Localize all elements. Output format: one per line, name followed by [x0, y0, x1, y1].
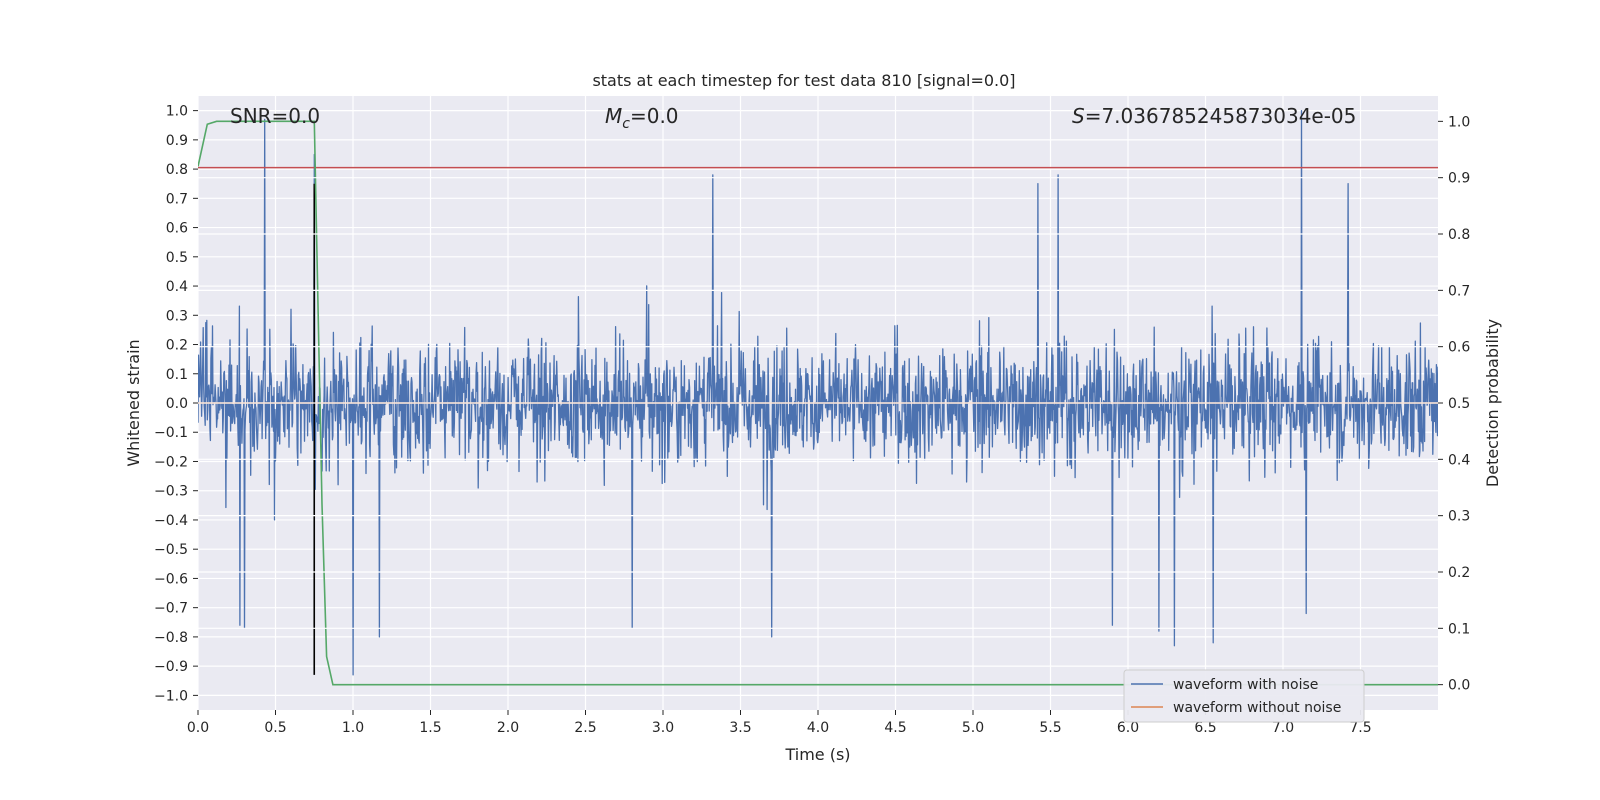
x-tick-label: 1.5 [419, 720, 441, 736]
y2-tick-label: 0.4 [1448, 452, 1470, 468]
annotation-mc: Mc=0.0 [605, 104, 679, 132]
y-tick-label: −0.6 [154, 571, 188, 587]
y-tick-label: 0.1 [166, 367, 188, 383]
x-tick-label: 3.5 [729, 720, 751, 736]
series-waveform-with-noise [198, 109, 1438, 676]
y-tick-label: 0.0 [166, 396, 188, 412]
x-tick-label: 2.5 [574, 720, 596, 736]
y-tick-label: −0.8 [154, 630, 188, 646]
y-tick-label: −0.1 [154, 425, 188, 441]
y-tick-label: −0.7 [154, 601, 188, 617]
y-tick-label: −0.2 [154, 454, 188, 470]
y-tick-label: 0.8 [166, 162, 188, 178]
y2-tick-label: 0.3 [1448, 509, 1470, 525]
x-tick-label: 1.0 [342, 720, 364, 736]
annotations: SNR=0.0 Mc=0.0 S=7.036785245873034e-05 [230, 104, 1356, 132]
y-tick-label: 0.7 [166, 191, 188, 207]
x-tick-label: 0.0 [187, 720, 209, 736]
x-tick-label: 7.0 [1272, 720, 1294, 736]
y-tick-label: 0.6 [166, 221, 188, 237]
y-axis-label: Whitened strain [124, 339, 143, 466]
x-tick-label: 6.5 [1194, 720, 1216, 736]
y-tick-label: −0.9 [154, 659, 188, 675]
y-tick-label: −0.5 [154, 542, 188, 558]
y-tick-label: 1.0 [166, 104, 188, 120]
legend-label-noise: waveform with noise [1173, 677, 1318, 693]
y-tick-label: −0.3 [154, 484, 188, 500]
x-tick-label: 4.5 [884, 720, 906, 736]
right-axis-grid-lines [198, 177, 1438, 629]
x-tick-label: 4.0 [807, 720, 829, 736]
x-tick-label: 5.0 [962, 720, 984, 736]
noise-waveform-line [198, 109, 1438, 676]
x-tick-label: 6.0 [1117, 720, 1139, 736]
legend-box [1123, 669, 1365, 723]
y-tick-label: −1.0 [154, 688, 188, 704]
legend: waveform with noise waveform without noi… [1123, 669, 1365, 723]
y2-axis-label: Detection probability [1483, 319, 1502, 487]
y-tick-label: 0.3 [166, 308, 188, 324]
annotation-snr: SNR=0.0 [230, 104, 320, 128]
annotation-s: S=7.036785245873034e-05 [1072, 104, 1356, 128]
y2-tick-label: 0.9 [1448, 171, 1470, 187]
y-tick-label: 0.9 [166, 133, 188, 149]
y-tick-label: 0.5 [166, 250, 188, 266]
x-tick-label: 5.5 [1039, 720, 1061, 736]
y-tick-label: 0.4 [166, 279, 188, 295]
x-axis-label: Time (s) [784, 745, 850, 764]
x-tick-label: 7.5 [1349, 720, 1371, 736]
chart-title: stats at each timestep for test data 810… [592, 71, 1015, 90]
y2-tick-label: 0.0 [1448, 678, 1470, 694]
y-axis-right: 1.0 0.9 0.8 0.7 0.6 0.5 0.4 0.3 0.2 0.1 0.0 [1438, 114, 1470, 694]
detection-probability-line [198, 120, 1438, 686]
x-axis: 0.0 0.5 1.0 1.5 2.0 2.5 3.0 3.5 4.0 4.5 5.0 5.5 6.0 6… [187, 710, 1372, 736]
y-axis-left: 1.0 0.9 0.8 0.7 0.6 0.5 0.4 0.3 0.2 0.1 0.0 −0.1 −0.… [154, 104, 198, 704]
x-tick-label: 3.0 [652, 720, 674, 736]
y2-tick-label: 0.5 [1448, 396, 1470, 412]
legend-label-clean: waveform without noise [1173, 700, 1341, 716]
y-tick-label: 0.2 [166, 338, 188, 354]
x-tick-label: 0.5 [264, 720, 286, 736]
y2-tick-label: 0.6 [1448, 340, 1470, 356]
y2-tick-label: 0.7 [1448, 283, 1470, 299]
y2-tick-label: 1.0 [1448, 114, 1470, 130]
y-tick-label: −0.4 [154, 513, 188, 529]
y2-tick-label: 0.2 [1448, 565, 1470, 581]
y2-tick-label: 0.8 [1448, 227, 1470, 243]
x-tick-label: 2.0 [497, 720, 519, 736]
y2-tick-label: 0.1 [1448, 621, 1470, 637]
